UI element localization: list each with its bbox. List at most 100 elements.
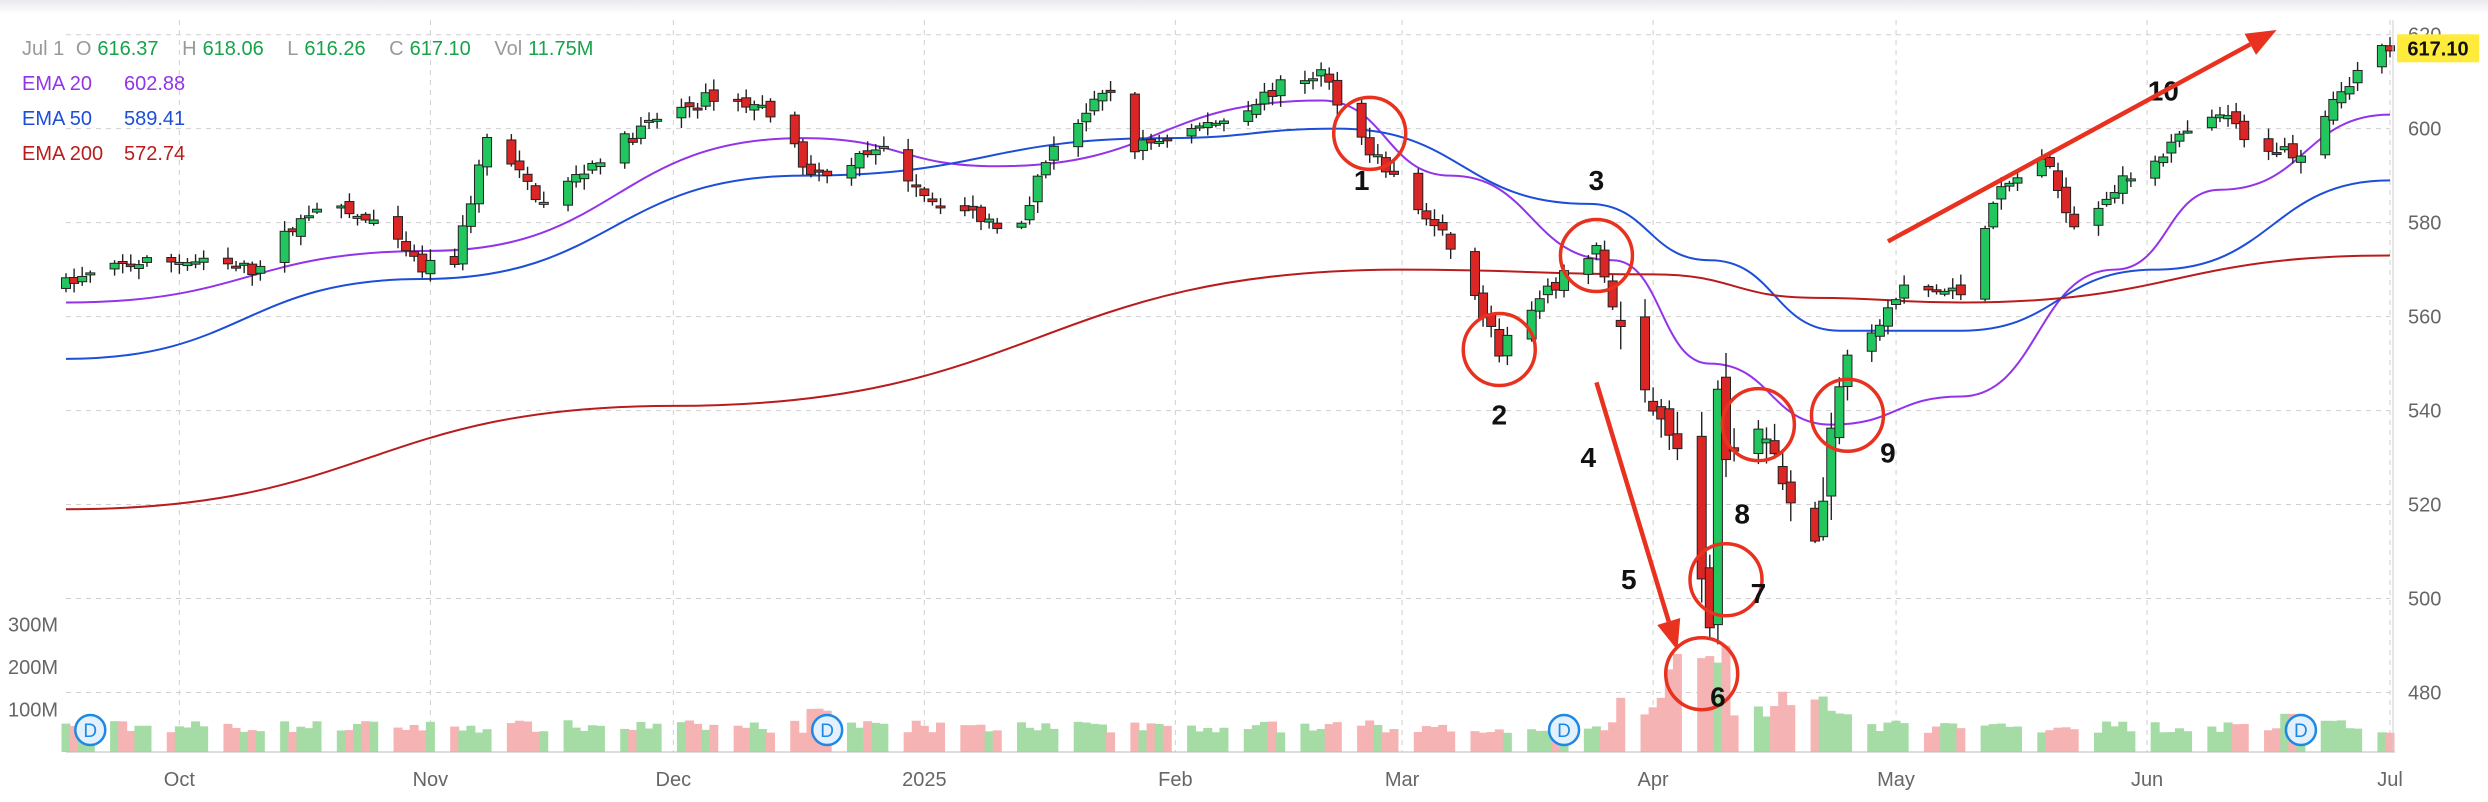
candle-body bbox=[1016, 222, 1027, 228]
volume-bar bbox=[1891, 720, 1901, 752]
volume-bar bbox=[1527, 729, 1537, 752]
candle-body bbox=[360, 213, 371, 221]
candle-body bbox=[2150, 160, 2161, 179]
candle-body bbox=[1137, 139, 1148, 152]
volume-bar bbox=[1332, 722, 1342, 752]
volume-bar bbox=[790, 720, 800, 752]
candle-body bbox=[1048, 145, 1059, 161]
volume-bar bbox=[1616, 697, 1626, 752]
candle-body bbox=[2271, 152, 2282, 156]
candle-body bbox=[1308, 78, 1319, 82]
candle-body bbox=[1640, 316, 1651, 391]
candle-body bbox=[1769, 440, 1780, 455]
candle-body bbox=[1437, 221, 1448, 231]
volume-bar bbox=[701, 729, 711, 752]
candle-body bbox=[1980, 228, 1991, 300]
volume-bar bbox=[166, 732, 176, 752]
candle-body bbox=[1316, 69, 1327, 77]
dividend-marker-circle bbox=[74, 713, 107, 747]
candle-body bbox=[255, 265, 266, 274]
volume-bar bbox=[1583, 728, 1593, 752]
candle-body bbox=[2239, 120, 2250, 141]
volume-bar bbox=[1697, 658, 1707, 752]
candlesticks bbox=[61, 37, 2395, 645]
annotation-circle-3 bbox=[1558, 217, 1635, 294]
candle-body bbox=[506, 139, 517, 165]
volume-value: 11.75M bbox=[528, 38, 594, 60]
volume-bar bbox=[1810, 699, 1820, 752]
candle-body bbox=[2206, 116, 2217, 129]
candle-body bbox=[1162, 138, 1173, 142]
last-price-label: 617.10 bbox=[2407, 38, 2468, 60]
volume-bar bbox=[1826, 710, 1836, 752]
moving-averages bbox=[65, 99, 2391, 511]
candle-body bbox=[473, 164, 484, 205]
candle-body bbox=[2004, 182, 2015, 187]
volume-bar bbox=[69, 726, 79, 752]
candle-body bbox=[1469, 251, 1480, 296]
candle-body bbox=[1097, 92, 1108, 102]
annotation-arrow-line bbox=[1594, 381, 1671, 623]
volume-bar bbox=[733, 725, 743, 752]
volume-bar bbox=[1834, 713, 1844, 752]
volume-bar bbox=[571, 727, 581, 752]
low-label: L bbox=[287, 38, 299, 60]
ema50-row: EMA 50 589.41 bbox=[22, 102, 611, 137]
volume-bar bbox=[693, 723, 703, 752]
volume-label: Vol bbox=[494, 38, 523, 60]
volume-bar bbox=[1025, 727, 1035, 752]
candle-body bbox=[805, 163, 816, 175]
annotation-arrow-line bbox=[1886, 42, 2252, 244]
volume-bar bbox=[1591, 726, 1601, 752]
ema200-row: EMA 200 572.74 bbox=[22, 137, 611, 172]
candle-body bbox=[1073, 122, 1084, 148]
candle-body bbox=[2231, 111, 2242, 125]
volume-bar bbox=[2174, 728, 2184, 752]
dividend-marker: D bbox=[74, 713, 107, 747]
volume-bar bbox=[1097, 724, 1107, 752]
volume-bar bbox=[1478, 732, 1488, 752]
volume-bar bbox=[312, 721, 322, 752]
annotation-label-6: 6 bbox=[1710, 682, 1726, 713]
volume-bar bbox=[2158, 732, 2168, 752]
candle-body bbox=[903, 149, 914, 182]
candle-body bbox=[1243, 110, 1254, 122]
candle-body bbox=[579, 173, 590, 180]
candle-body bbox=[1583, 258, 1594, 275]
volume-bar bbox=[1770, 706, 1780, 752]
volume-bar bbox=[2061, 727, 2071, 752]
volume-bar bbox=[595, 725, 605, 752]
volume-bar bbox=[1251, 725, 1261, 752]
annotation-circle-8 bbox=[1720, 386, 1797, 463]
candle-body bbox=[1534, 298, 1545, 312]
annotation-label-7: 7 bbox=[1751, 578, 1767, 609]
volume-bar bbox=[191, 721, 201, 752]
volume-bar bbox=[960, 725, 970, 752]
volume-bar bbox=[1130, 722, 1140, 752]
candle-body bbox=[1218, 120, 1229, 124]
candle-body bbox=[2263, 138, 2274, 152]
candle-body bbox=[1996, 186, 2007, 200]
candle-body bbox=[1664, 408, 1675, 436]
volume-bar bbox=[1365, 720, 1375, 752]
volume-bar bbox=[846, 722, 856, 752]
volume-bar bbox=[458, 730, 468, 752]
volume-bar bbox=[927, 732, 937, 752]
candle-body bbox=[2295, 155, 2306, 163]
volume-bar bbox=[531, 731, 541, 752]
candle-body bbox=[1615, 319, 1626, 328]
candle-body bbox=[368, 219, 379, 224]
candle-body bbox=[1607, 280, 1618, 308]
candle-body bbox=[911, 184, 922, 188]
candle-body bbox=[1081, 112, 1092, 123]
ema-line-EMA200 bbox=[65, 254, 2391, 511]
candle-body bbox=[2376, 45, 2387, 68]
candle-body bbox=[1834, 386, 1845, 439]
volume-bar bbox=[1932, 726, 1942, 752]
volume-bar bbox=[1446, 731, 1456, 752]
volume-bar bbox=[1875, 731, 1885, 752]
candle-body bbox=[1186, 128, 1197, 137]
volume-bar bbox=[506, 723, 516, 752]
candle-body bbox=[2093, 207, 2104, 226]
